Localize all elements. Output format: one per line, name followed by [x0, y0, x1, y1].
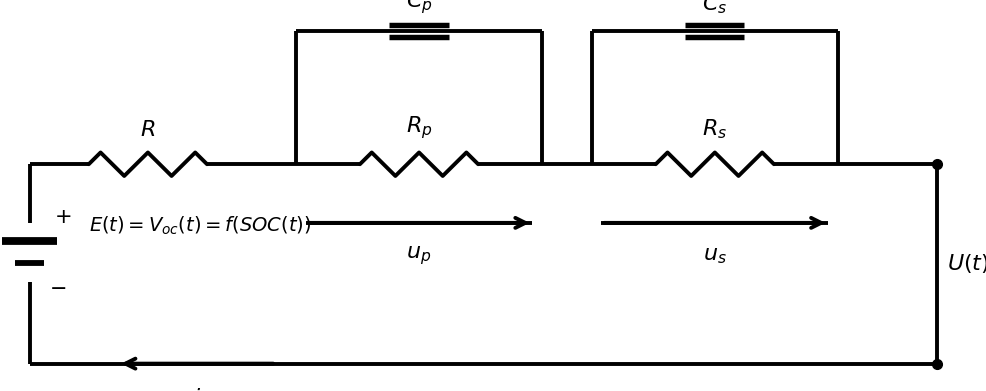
Text: $u_s$: $u_s$ [703, 244, 727, 266]
Text: $R$: $R$ [140, 119, 156, 141]
Text: $i$: $i$ [193, 387, 201, 391]
Text: $R_s$: $R_s$ [702, 117, 728, 141]
Text: $C_s$: $C_s$ [702, 0, 728, 16]
Text: $U(t)$: $U(t)$ [947, 253, 986, 275]
Text: $C_p$: $C_p$ [405, 0, 433, 16]
Text: $R_p$: $R_p$ [406, 114, 432, 141]
Text: $u_p$: $u_p$ [406, 244, 432, 267]
Text: $+$: $+$ [54, 207, 72, 227]
Text: $-$: $-$ [49, 277, 66, 298]
Text: $E(t){=}V_{oc}(t){=}f(SOC(t))$: $E(t){=}V_{oc}(t){=}f(SOC(t))$ [89, 214, 311, 237]
